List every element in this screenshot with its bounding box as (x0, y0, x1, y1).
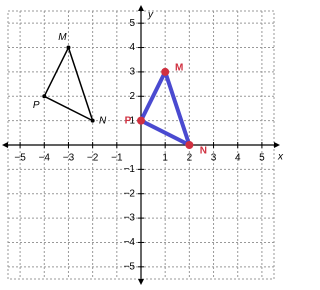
x-tick-label: −5 (14, 153, 26, 164)
y-tick-label: 2 (129, 91, 135, 102)
x-tick-label: −1 (111, 153, 123, 164)
vertex (42, 94, 47, 99)
x-tick-label: 4 (235, 153, 241, 164)
x-tick-label: −3 (63, 153, 75, 164)
triangle (139, 69, 192, 147)
triangle (43, 46, 94, 122)
vertex (185, 141, 194, 149)
vertex-label: N (200, 146, 207, 157)
vertex (90, 118, 95, 123)
vertex-label: N (99, 115, 107, 126)
y-tick-label: −5 (124, 261, 136, 272)
vertex-label: M (175, 63, 183, 74)
vertex (161, 67, 170, 76)
x-tick-label: −2 (87, 153, 99, 164)
x-tick-label: 3 (211, 153, 217, 164)
y-tick-label: −1 (124, 164, 136, 175)
y-tick-label: 3 (129, 67, 135, 78)
chart: −5 −4 −3 −2 −1 1 2 3 4 5 −5 −4 −3 −2 −1 1 2 3 4 5 x y M N P M N P (2, 5, 284, 285)
vertex-label: P (125, 115, 132, 126)
vertex (137, 116, 145, 125)
y-tick-label: 5 (129, 18, 135, 29)
y-axis-label: y (147, 10, 154, 21)
y-tick-label: −3 (124, 213, 136, 224)
vertex (66, 45, 71, 50)
x-tick-label: −4 (39, 153, 51, 164)
y-tick-label: 1 (129, 115, 135, 126)
x-axis-label: x (277, 152, 284, 163)
vertex-label: P (33, 100, 40, 111)
x-tick-label: 2 (187, 153, 193, 164)
x-tick-label: 5 (259, 153, 265, 164)
x-tick-label: 1 (162, 153, 168, 164)
y-tick-label: −2 (124, 188, 136, 199)
y-tick-label: −4 (124, 237, 136, 248)
vertex-label: M (58, 32, 67, 43)
y-tick-label: 4 (129, 42, 135, 53)
